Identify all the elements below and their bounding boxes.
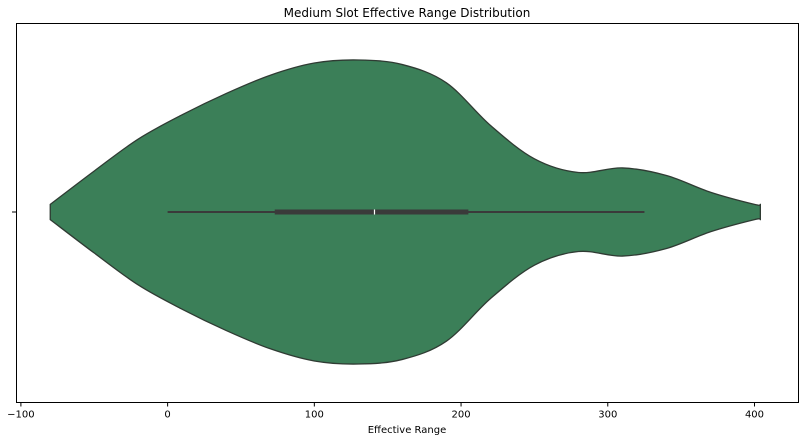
x-tick-label: 0 (164, 410, 170, 421)
x-axis: −100 0 100 200 300 400 (7, 402, 764, 421)
x-tick-label: 300 (598, 410, 617, 421)
x-tick-label: 200 (452, 410, 471, 421)
plot-area (49, 59, 761, 365)
axes-frame (16, 23, 799, 403)
x-tick-label: −100 (7, 410, 34, 421)
x-tick-label: 400 (745, 410, 764, 421)
chart-title: Medium Slot Effective Range Distribution (284, 6, 531, 20)
iqr-box (274, 209, 469, 215)
x-tick-label: 100 (305, 410, 324, 421)
x-axis-label: Effective Range (368, 425, 447, 436)
